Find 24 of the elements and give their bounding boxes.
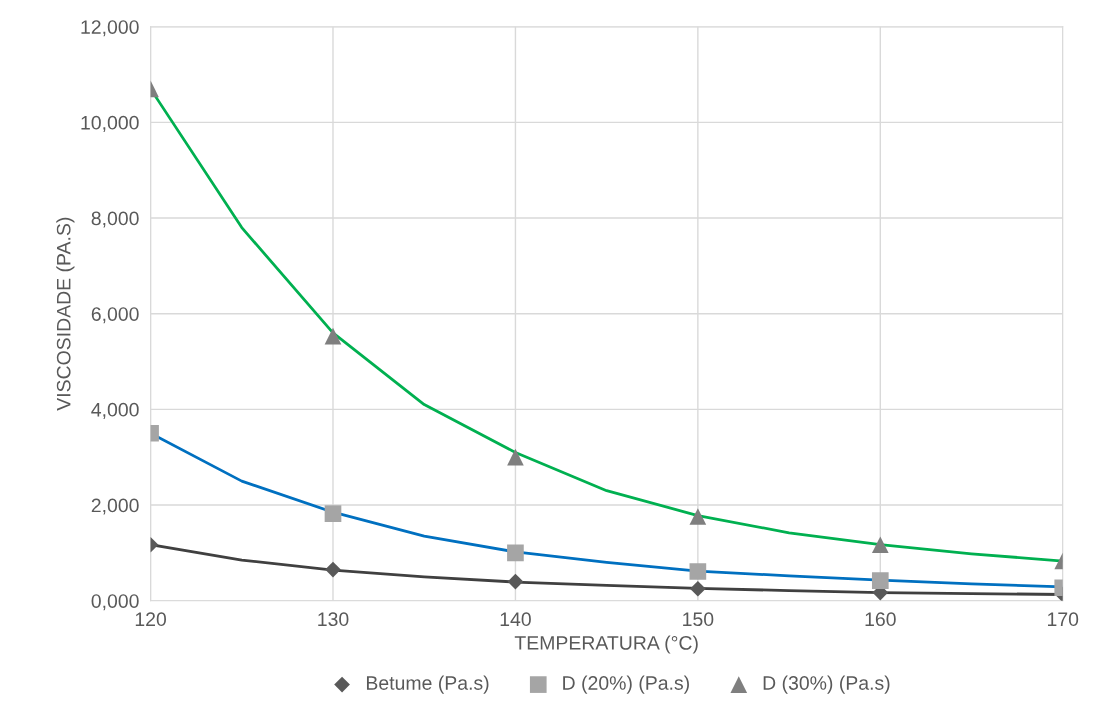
x-tick-label: 120 [135, 612, 167, 627]
legend-label: D (30%) (Pa.s) [763, 675, 890, 694]
x-tick-label: 140 [500, 612, 531, 627]
point [507, 448, 524, 466]
y-axis-title: VISCOSIDADE (PA.S) [56, 217, 75, 411]
y-tick-label: 6,000 [91, 307, 139, 324]
x-tick-label: 160 [865, 612, 896, 627]
point [507, 573, 524, 590]
y-tick-label: 4,000 [91, 402, 139, 419]
legend-label: Betume (Pa.s) [366, 675, 489, 694]
y-tick-label: 12,000 [81, 20, 139, 37]
y-tick-label: 0,000 [91, 594, 139, 611]
y-tick-label: 10,000 [81, 115, 139, 132]
point [689, 508, 707, 525]
y-tick-label: 8,000 [91, 211, 139, 228]
x-tick-label: 150 [683, 612, 714, 627]
point [507, 544, 524, 562]
point [689, 563, 707, 580]
y-tick-label: 2,000 [91, 498, 139, 515]
x-tick-label: 130 [318, 612, 349, 627]
x-tick-label: 170 [1048, 612, 1079, 627]
legend-label: D (20%) (Pa.s) [563, 675, 689, 694]
x-axis-title: TEMPERATURA (°C) [514, 635, 698, 654]
point [690, 580, 706, 597]
